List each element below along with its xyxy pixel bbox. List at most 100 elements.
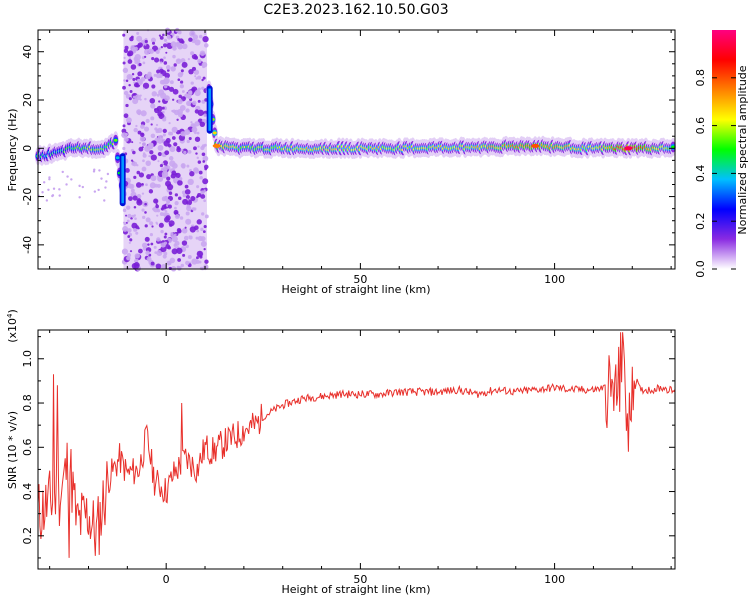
noise-speck xyxy=(144,97,147,101)
noise-speck xyxy=(177,72,183,78)
noise-speck xyxy=(191,126,198,133)
noise-speck xyxy=(160,45,164,49)
noise-speck xyxy=(171,248,178,255)
noise-speck xyxy=(150,242,154,246)
noise-speck xyxy=(61,170,64,174)
noise-speck xyxy=(197,109,204,116)
noise-speck xyxy=(42,181,46,184)
noise-speck xyxy=(78,196,81,199)
noise-speck xyxy=(123,222,127,226)
noise-speck xyxy=(133,175,137,179)
noise-speck xyxy=(174,201,179,206)
noise-speck xyxy=(188,137,192,141)
noise-speck xyxy=(122,208,127,213)
noise-speck xyxy=(48,178,51,181)
noise-speck xyxy=(157,145,164,151)
noise-speck xyxy=(168,220,175,227)
spectrogram-plot: 0 50 100 -40 -20 0 20 40 Height of straight lin… xyxy=(6,27,677,296)
noise-speck xyxy=(153,245,157,249)
noise-speck xyxy=(195,77,199,80)
noise-speck xyxy=(168,122,171,125)
noise-speck xyxy=(193,168,200,174)
noise-speck xyxy=(104,186,107,189)
noise-speck xyxy=(133,81,136,84)
noise-speck xyxy=(123,56,126,60)
noise-speck xyxy=(190,121,193,124)
noise-speck xyxy=(149,233,153,237)
noise-speck xyxy=(136,59,141,64)
noise-speck xyxy=(139,136,146,142)
y-tick-label: 0.4 xyxy=(21,483,34,501)
noise-speck xyxy=(200,240,207,247)
x-tick-label: 0 xyxy=(163,573,170,586)
y-tick-label: 40 xyxy=(21,45,34,59)
colorbar-tick-label: 0.8 xyxy=(694,69,707,87)
ridge-peak xyxy=(531,143,540,148)
noise-speck xyxy=(173,63,177,67)
noise-speck xyxy=(164,232,168,236)
noise-speck xyxy=(202,65,205,69)
noise-speck xyxy=(123,113,129,119)
noise-speck xyxy=(162,128,167,134)
noise-speck xyxy=(133,206,137,209)
noise-speck xyxy=(203,143,207,147)
noise-speck xyxy=(170,66,176,72)
noise-speck xyxy=(150,175,157,182)
noise-speck xyxy=(163,38,168,42)
noise-speck xyxy=(181,43,188,50)
noise-speck xyxy=(155,49,160,54)
noise-speck xyxy=(132,77,136,82)
noise-speck xyxy=(192,100,197,106)
ridge-core xyxy=(671,145,676,149)
noise-speck xyxy=(137,71,143,77)
noise-speck xyxy=(154,107,160,114)
noise-speck xyxy=(165,180,172,187)
noise-speck xyxy=(197,160,202,164)
noise-speck xyxy=(171,126,178,133)
noise-speck xyxy=(158,100,161,103)
noise-speck xyxy=(140,132,145,138)
noise-speck xyxy=(194,89,201,97)
noise-speck xyxy=(196,156,199,160)
noise-speck xyxy=(161,204,167,210)
noise-speck xyxy=(140,124,145,129)
noise-speck xyxy=(203,32,207,36)
noise-speck xyxy=(134,217,137,220)
ridge-peak xyxy=(624,146,633,151)
noise-speck xyxy=(202,160,206,163)
noise-speck xyxy=(123,79,126,82)
noise-speck xyxy=(132,98,139,105)
spectrogram-frame xyxy=(37,29,676,270)
noise-speck xyxy=(153,178,156,181)
noise-speck xyxy=(170,231,174,236)
noise-speck xyxy=(162,254,167,259)
noise-speck xyxy=(194,55,199,60)
noise-speck xyxy=(157,160,160,163)
noise-speck xyxy=(160,242,166,248)
noise-speck xyxy=(137,199,142,204)
noise-speck xyxy=(148,189,154,194)
noise-speck xyxy=(142,152,146,155)
noise-speck xyxy=(184,226,187,229)
noise-speck xyxy=(185,211,190,216)
noise-speck xyxy=(196,256,199,260)
noise-speck xyxy=(168,156,174,161)
snr-y-multiplier: (x104) xyxy=(6,309,19,343)
noise-speck xyxy=(174,214,180,220)
noise-speck xyxy=(155,204,159,209)
noise-speck xyxy=(145,73,151,80)
noise-speck xyxy=(142,82,150,89)
noise-speck xyxy=(137,110,141,115)
noise-speck xyxy=(172,88,179,95)
noise-speck xyxy=(78,184,81,188)
noise-speck xyxy=(122,151,125,154)
noise-speck xyxy=(197,145,200,148)
y-tick-label: 20 xyxy=(21,93,34,107)
noise-speck xyxy=(154,183,159,188)
noise-speck xyxy=(197,87,201,91)
noise-speck xyxy=(188,90,193,95)
noise-speck xyxy=(154,251,158,254)
noise-speck xyxy=(48,176,51,179)
noise-speck xyxy=(181,227,188,234)
noise-speck xyxy=(128,97,132,101)
